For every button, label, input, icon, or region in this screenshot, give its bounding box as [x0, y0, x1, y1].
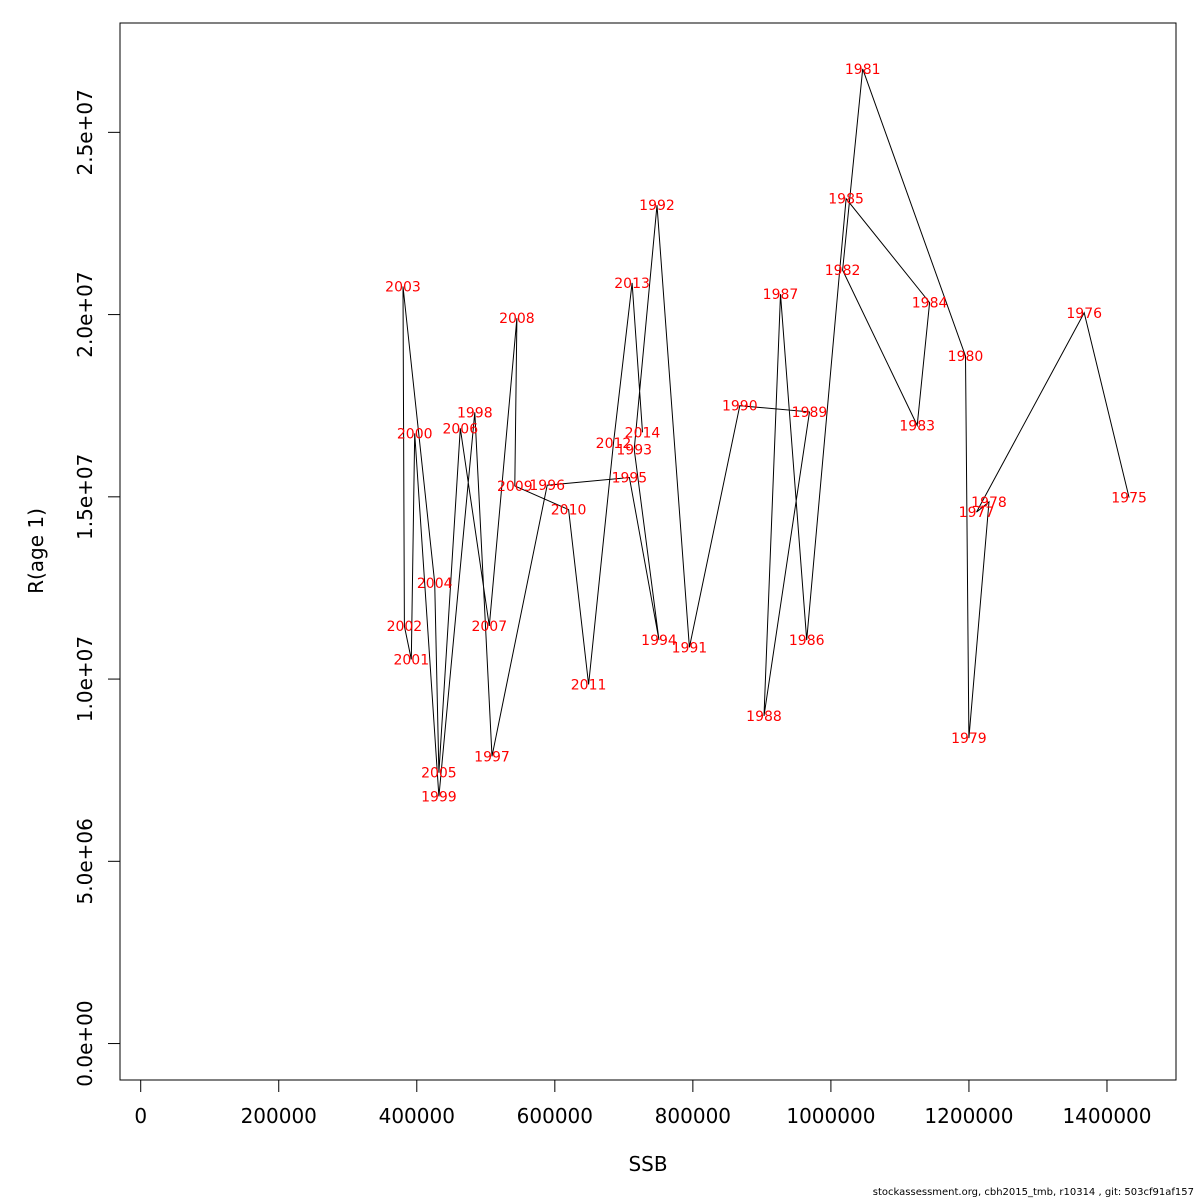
x-tick-label: 0: [134, 1104, 147, 1128]
year-label-1994: 1994: [641, 633, 677, 649]
year-label-2006: 2006: [442, 421, 478, 437]
year-label-1980: 1980: [948, 349, 984, 365]
year-label-1996: 1996: [529, 478, 565, 494]
year-label-1977: 1977: [959, 505, 995, 521]
year-label-1987: 1987: [763, 287, 799, 303]
y-tick-label: 1.0e+07: [73, 636, 97, 722]
year-label-1988: 1988: [746, 709, 782, 725]
year-label-1986: 1986: [789, 633, 825, 649]
x-tick-label: 1000000: [786, 1104, 875, 1128]
series-line: [402, 68, 1130, 797]
year-label-1978: 1978: [971, 495, 1007, 511]
year-label-1998: 1998: [457, 405, 493, 421]
year-label-1979: 1979: [951, 731, 987, 747]
x-tick-label: 200000: [241, 1104, 317, 1128]
year-label-2008: 2008: [499, 311, 535, 327]
year-label-1983: 1983: [899, 418, 935, 434]
footer-note: stockassessment.org, cbh2015_tmb, r10314…: [872, 1187, 1194, 1198]
year-label-1995: 1995: [612, 471, 648, 487]
year-label-1976: 1976: [1066, 306, 1102, 322]
y-axis-title: R(age 1): [24, 508, 48, 594]
year-label-2012: 2012: [596, 436, 632, 452]
year-label-1982: 1982: [825, 263, 861, 279]
y-axis: 0.0e+00 5.0e+06 1.0e+07 1.5e+07 2.0e+07 2.5e+…: [73, 89, 121, 1087]
year-label-2005: 2005: [421, 766, 457, 782]
plot-box: [119, 22, 1177, 1081]
year-label-1993: 1993: [616, 442, 652, 458]
y-tick-label: 2.5e+07: [73, 89, 97, 175]
year-label-1999: 1999: [421, 789, 457, 805]
x-tick-label: 1200000: [924, 1104, 1013, 1128]
year-label-1975: 1975: [1111, 491, 1147, 507]
year-label-1990: 1990: [722, 399, 758, 415]
year-label-2004: 2004: [417, 576, 453, 592]
year-label-2009: 2009: [497, 479, 533, 495]
y-tick-label: 5.0e+06: [73, 818, 97, 904]
year-label-1981: 1981: [845, 62, 881, 78]
x-tick-label: 400000: [379, 1104, 455, 1128]
y-tick-label: 0.0e+00: [73, 1000, 97, 1086]
x-tick-label: 600000: [517, 1104, 593, 1128]
x-axis: 0 200000 400000 600000 800000 1000000 1200000 1…: [134, 1079, 1152, 1128]
year-label-2013: 2013: [614, 276, 650, 292]
year-label-2011: 2011: [571, 678, 607, 694]
year-label-2007: 2007: [471, 619, 507, 635]
y-tick-label: 1.5e+07: [73, 454, 97, 540]
year-label-2014: 2014: [625, 425, 661, 441]
year-label-2001: 2001: [393, 652, 429, 668]
year-label-1985: 1985: [828, 192, 864, 208]
year-label-2000: 2000: [397, 426, 433, 442]
year-label-2010: 2010: [551, 503, 587, 519]
x-axis-title: SSB: [628, 1152, 667, 1176]
x-tick-label: 1400000: [1062, 1104, 1151, 1128]
y-tick-label: 2.0e+07: [73, 271, 97, 357]
year-label-1989: 1989: [792, 405, 828, 421]
year-label-2002: 2002: [387, 619, 423, 635]
year-label-2003: 2003: [385, 280, 421, 296]
year-label-1991: 1991: [672, 640, 708, 656]
year-label-1984: 1984: [912, 296, 948, 312]
x-tick-label: 800000: [655, 1104, 731, 1128]
year-label-1997: 1997: [474, 749, 510, 765]
year-label-1992: 1992: [639, 198, 675, 214]
